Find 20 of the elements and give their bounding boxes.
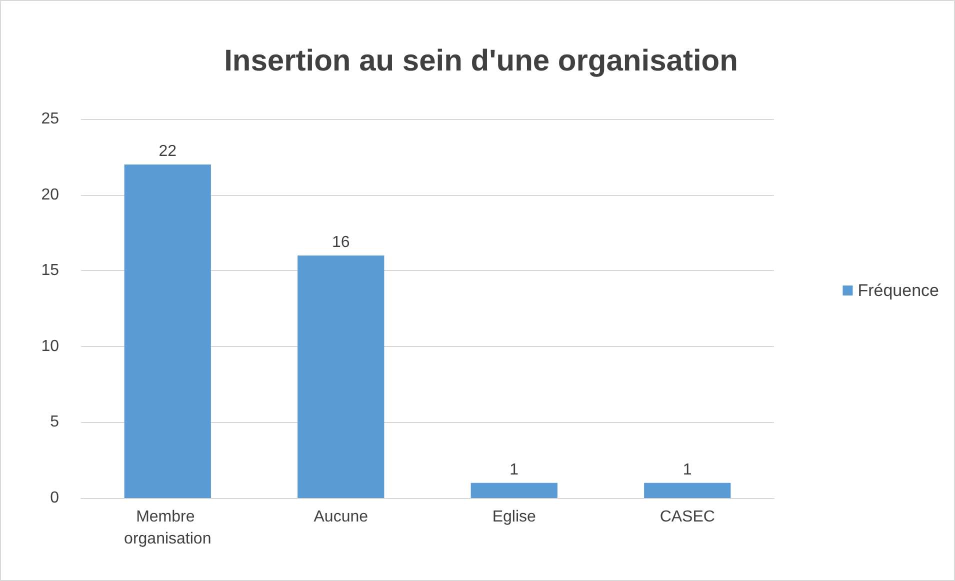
- legend-label: Fréquence: [858, 281, 940, 300]
- x-tick-label: Membre organisation: [124, 508, 212, 548]
- x-tick-label: CASEC: [660, 508, 715, 526]
- data-label: 16: [332, 234, 350, 251]
- bar: [124, 164, 211, 498]
- data-label: 1: [510, 461, 519, 478]
- y-tick-label: 15: [41, 262, 60, 280]
- x-tick-label: Aucune: [314, 508, 368, 526]
- bar: [298, 255, 384, 498]
- bar: [644, 482, 731, 498]
- y-tick-label: 25: [41, 110, 60, 128]
- x-tick-label: Eglise: [492, 508, 536, 526]
- y-tick-label: 5: [50, 414, 60, 431]
- chart-title: Insertion au sein d'une organisation: [224, 44, 738, 78]
- data-label: 22: [158, 142, 177, 160]
- bar: [470, 482, 558, 498]
- data-label: 1: [682, 461, 692, 478]
- y-tick-label: 10: [41, 338, 60, 355]
- y-tick-label: 20: [41, 186, 60, 204]
- y-tick-label: 0: [50, 490, 60, 506]
